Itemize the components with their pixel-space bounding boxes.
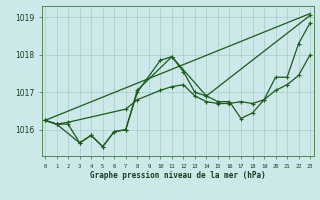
X-axis label: Graphe pression niveau de la mer (hPa): Graphe pression niveau de la mer (hPa) [90,171,266,180]
